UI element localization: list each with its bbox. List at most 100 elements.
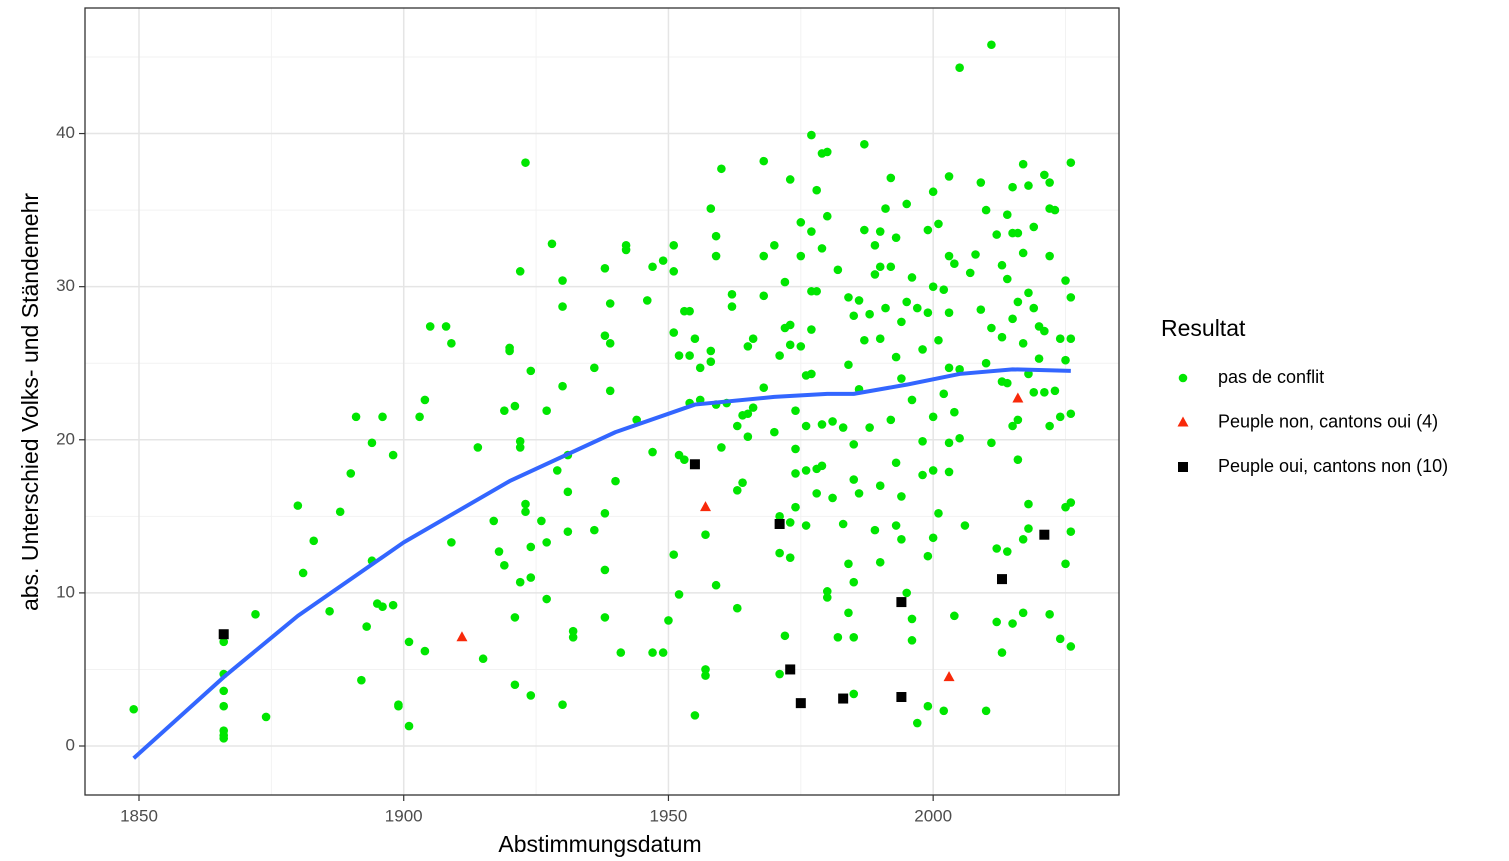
point: [960, 521, 970, 530]
point: [1055, 412, 1065, 422]
point: [785, 175, 795, 184]
point: [770, 427, 779, 437]
point: [997, 332, 1007, 342]
point: [918, 437, 927, 446]
point: [219, 734, 229, 743]
point: [542, 538, 551, 547]
point: [844, 559, 853, 569]
point: [378, 602, 387, 611]
point: [759, 156, 769, 166]
point: [801, 421, 811, 431]
point: [881, 204, 890, 213]
legend-label: Peuple non, cantons oui (4): [1218, 411, 1438, 431]
point: [1050, 205, 1060, 215]
point: [642, 296, 652, 305]
point: [785, 340, 795, 350]
point: [309, 536, 319, 546]
point: [515, 437, 525, 446]
point: [896, 597, 907, 608]
point: [1045, 251, 1054, 261]
point: [473, 443, 483, 452]
point: [759, 383, 769, 393]
point: [600, 613, 610, 622]
point: [743, 432, 753, 442]
point: [1024, 288, 1033, 298]
point: [907, 614, 917, 624]
point: [526, 366, 536, 376]
point: [939, 706, 949, 716]
point: [838, 423, 848, 432]
point: [775, 512, 784, 521]
y-tick-label: 40: [56, 123, 75, 142]
point: [801, 466, 811, 475]
point: [695, 363, 705, 373]
point: [515, 577, 525, 587]
point: [791, 502, 800, 512]
point: [1018, 535, 1028, 544]
point: [1066, 158, 1076, 167]
point: [605, 299, 615, 308]
point: [388, 600, 398, 610]
point: [807, 130, 816, 140]
point: [875, 227, 885, 236]
point: [992, 617, 1001, 627]
point: [992, 544, 1001, 553]
point: [1045, 610, 1054, 619]
point: [939, 389, 949, 399]
point: [943, 671, 955, 682]
point: [849, 689, 859, 699]
point: [590, 363, 599, 373]
point: [934, 219, 943, 229]
point: [648, 648, 657, 657]
point: [849, 440, 859, 449]
point: [521, 499, 530, 509]
point: [822, 211, 832, 221]
point: [918, 470, 927, 480]
point: [912, 303, 922, 313]
point: [743, 409, 753, 419]
point: [563, 487, 573, 497]
point: [664, 616, 673, 625]
point: [129, 704, 139, 714]
point: [881, 303, 890, 313]
point: [706, 357, 716, 366]
panel-border: [84, 7, 1120, 796]
point: [791, 469, 800, 478]
point: [738, 478, 747, 487]
point: [944, 251, 954, 261]
point: [944, 308, 954, 317]
point: [558, 276, 567, 285]
point: [955, 63, 964, 73]
point: [748, 334, 758, 344]
point: [1013, 228, 1023, 238]
point: [542, 406, 551, 415]
point: [896, 692, 907, 703]
point: [500, 406, 509, 415]
point: [1061, 559, 1070, 569]
point: [1066, 334, 1076, 344]
point: [711, 580, 721, 590]
point: [934, 508, 943, 518]
point: [875, 557, 885, 567]
point: [727, 302, 737, 311]
y-tick-label: 30: [56, 276, 75, 295]
point: [902, 199, 911, 209]
point: [812, 489, 821, 498]
point: [912, 718, 922, 728]
legend-title: Resultat: [1161, 315, 1246, 341]
x-tick-label: 1850: [120, 806, 158, 825]
point: [907, 273, 917, 282]
point: [796, 342, 806, 351]
point: [923, 308, 933, 317]
point: [415, 412, 424, 422]
point: [923, 701, 933, 711]
point: [478, 654, 488, 664]
point: [828, 493, 837, 503]
point: [1013, 297, 1023, 307]
point: [420, 395, 430, 405]
point: [1008, 421, 1017, 431]
point: [515, 267, 525, 276]
point: [367, 438, 377, 448]
point: [817, 244, 827, 253]
point: [875, 334, 885, 344]
